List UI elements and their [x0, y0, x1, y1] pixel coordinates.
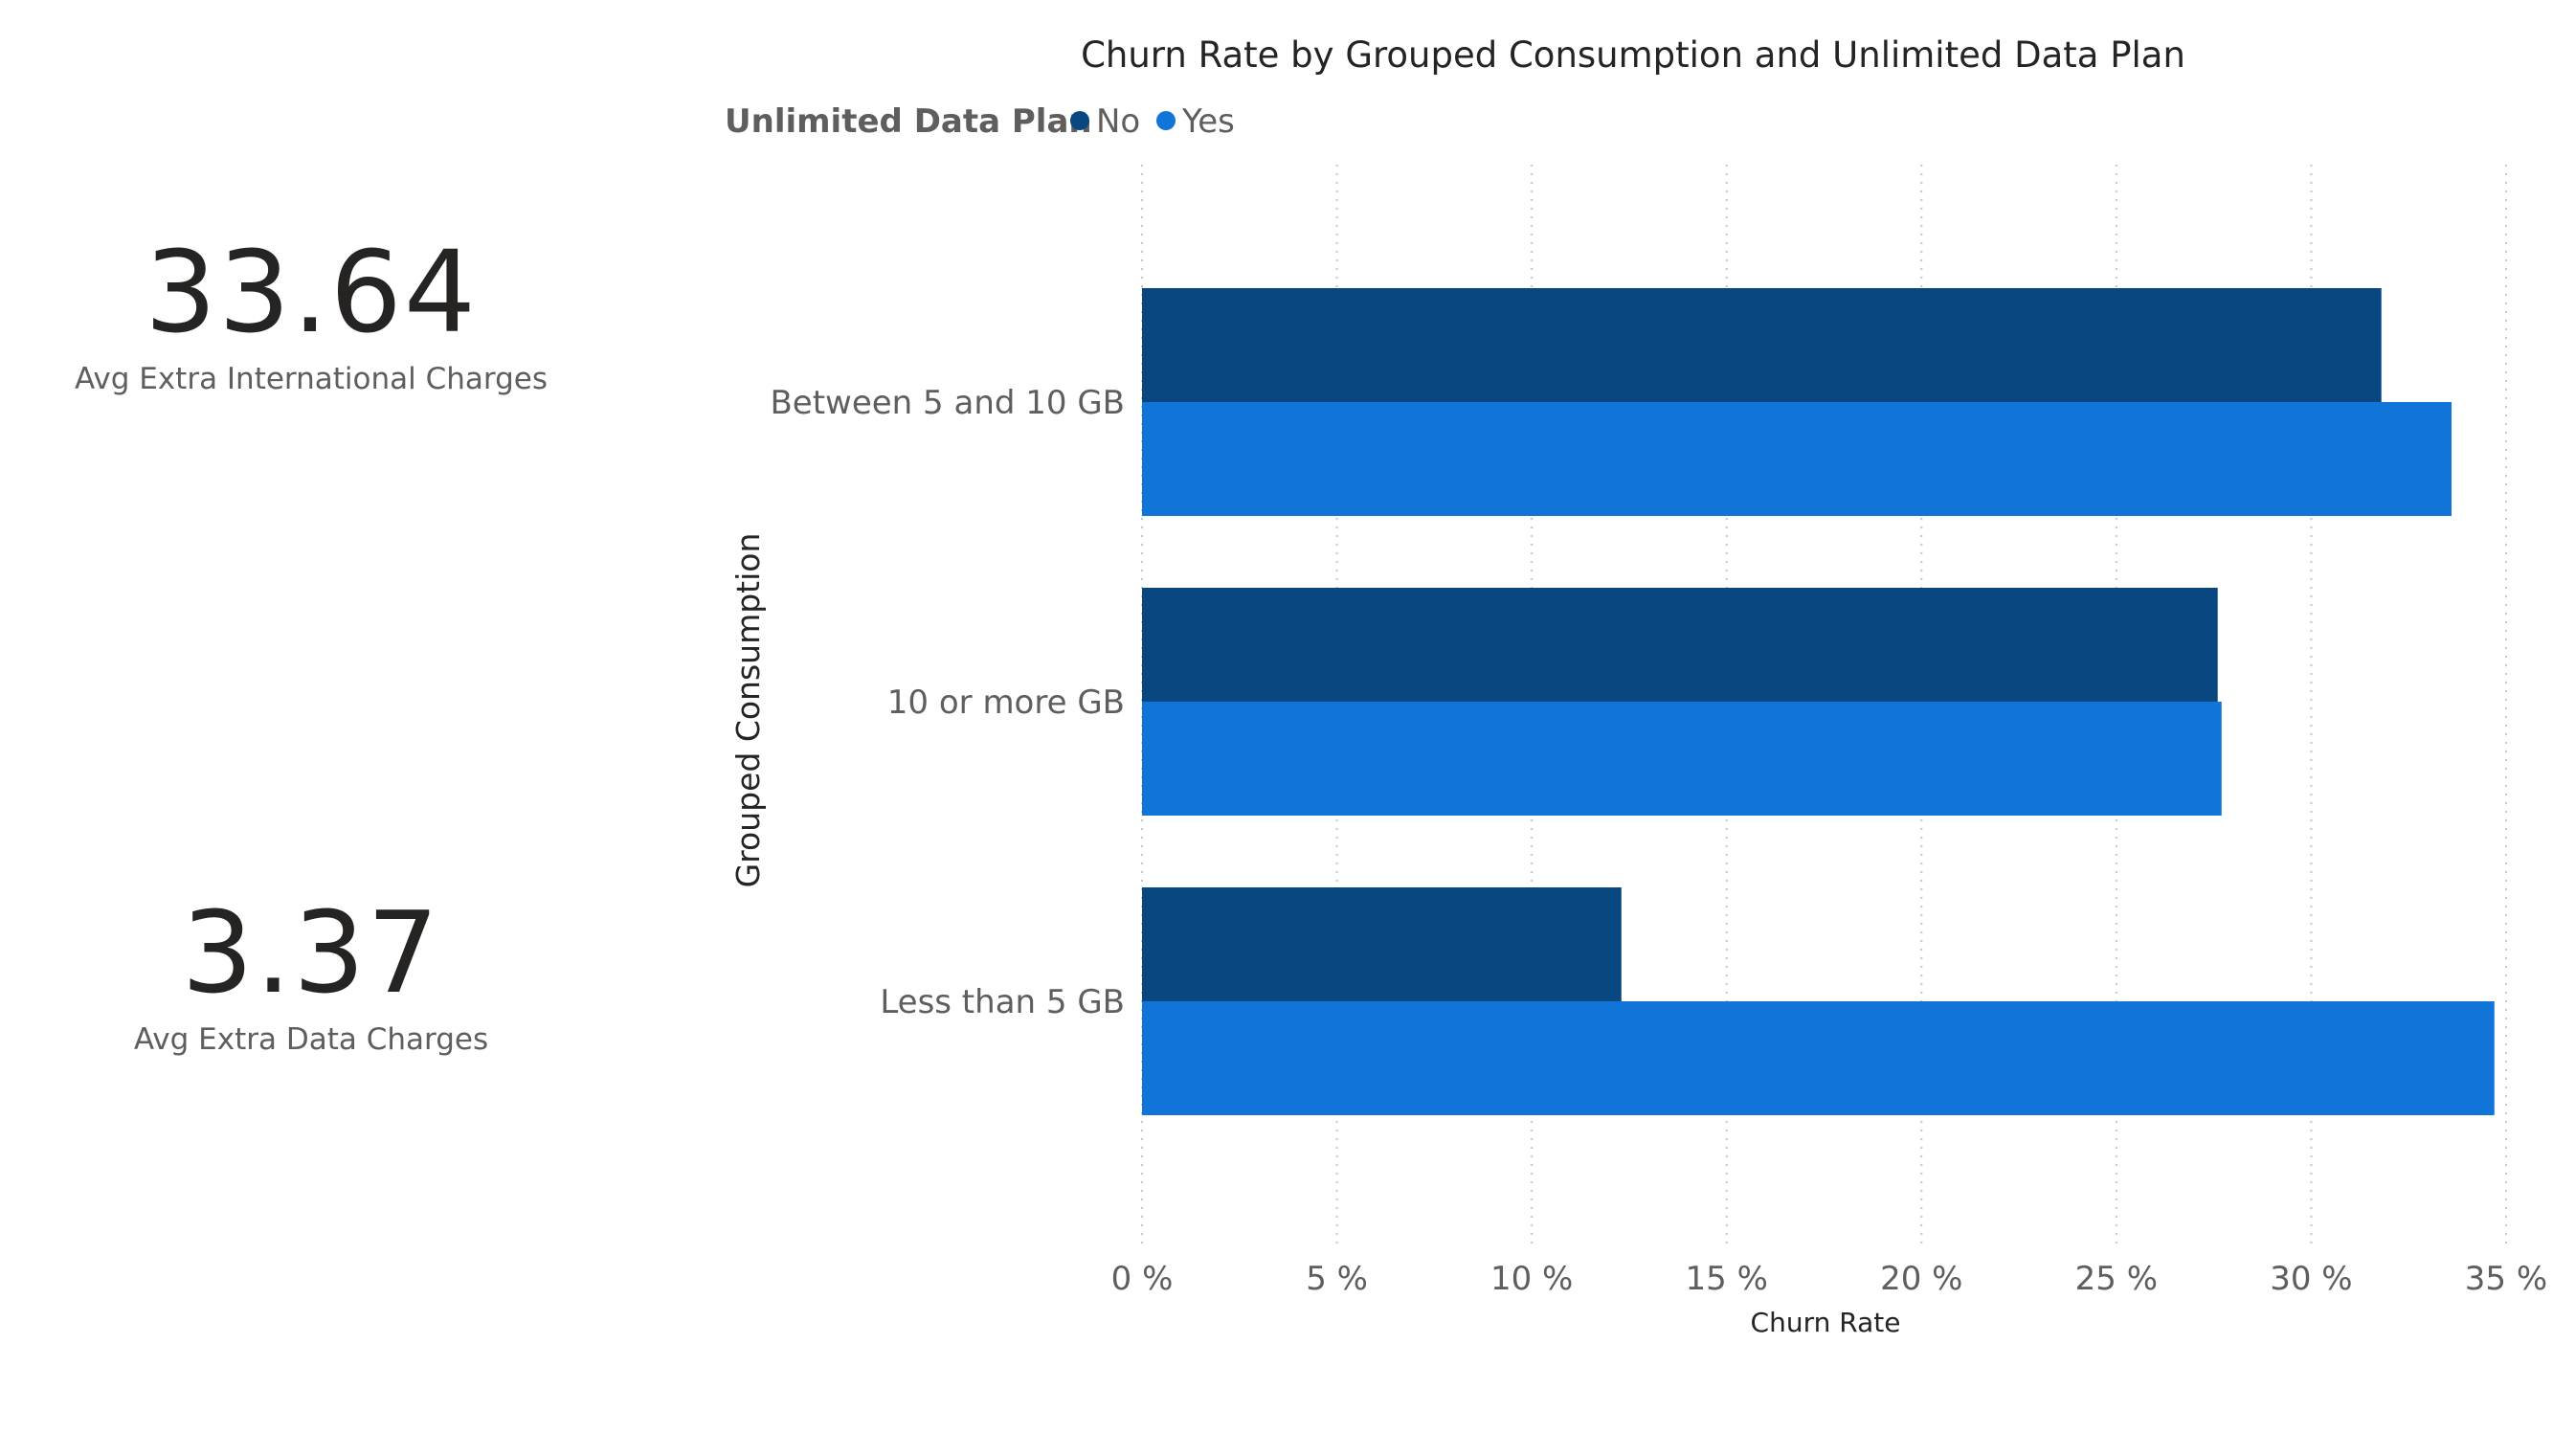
- y-axis-title: Grouped Consumption: [729, 533, 767, 888]
- category-label: Between 5 and 10 GB: [770, 384, 1125, 422]
- bar-no-1[interactable]: [1142, 588, 2218, 702]
- legend-marker-yes: [1156, 111, 1176, 130]
- kpi-value: 33.64: [145, 226, 478, 358]
- x-tick-label: 10 %: [1490, 1260, 1573, 1298]
- kpi-label: Avg Extra International Charges: [74, 362, 549, 396]
- x-tick-label: 35 %: [2465, 1260, 2547, 1298]
- category-label: 10 or more GB: [887, 683, 1125, 722]
- x-tick-label: 0 %: [1111, 1260, 1174, 1298]
- x-tick-label: 5 %: [1306, 1260, 1368, 1298]
- bar-yes-0[interactable]: [1142, 402, 2452, 516]
- legend-marker-no: [1070, 111, 1089, 130]
- x-axis-title: Churn Rate: [1751, 1307, 1901, 1338]
- bar-yes-2[interactable]: [1142, 1001, 2495, 1115]
- kpi-label: Avg Extra Data Charges: [133, 1022, 489, 1057]
- legend-label-no: No: [1096, 102, 1140, 141]
- bar-no-0[interactable]: [1142, 288, 2382, 402]
- legend-title: Unlimited Data Plan: [725, 102, 1092, 141]
- x-tick-label: 15 %: [1686, 1260, 1768, 1298]
- x-tick-label: 25 %: [2075, 1260, 2158, 1298]
- legend: Unlimited Data Plan No Yes: [725, 102, 1235, 141]
- chart-title: Churn Rate by Grouped Consumption and Un…: [1081, 34, 2185, 76]
- kpi-value: 3.37: [181, 886, 441, 1019]
- bar-no-2[interactable]: [1142, 887, 1622, 1001]
- kpi-card-data-charges: 3.37 Avg Extra Data Charges: [0, 896, 622, 1057]
- category-label: Less than 5 GB: [880, 983, 1125, 1021]
- legend-label-yes: Yes: [1181, 102, 1235, 141]
- kpi-card-intl-charges: 33.64 Avg Extra International Charges: [0, 235, 622, 396]
- bar-yes-1[interactable]: [1142, 702, 2222, 816]
- x-tick-label: 20 %: [1880, 1260, 1962, 1298]
- x-tick-label: 30 %: [2270, 1260, 2352, 1298]
